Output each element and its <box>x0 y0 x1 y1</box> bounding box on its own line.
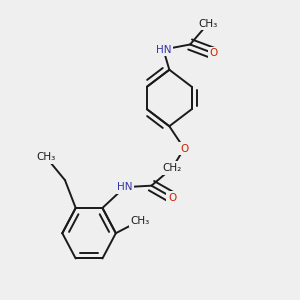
Text: CH₃: CH₃ <box>37 152 56 162</box>
Text: CH₃: CH₃ <box>130 216 149 226</box>
Text: O: O <box>168 193 176 202</box>
Text: O: O <box>180 143 188 154</box>
Text: CH₂: CH₂ <box>163 163 182 173</box>
Text: CH₃: CH₃ <box>198 19 218 29</box>
Text: O: O <box>210 48 218 59</box>
Text: HN: HN <box>156 44 171 55</box>
Text: HN: HN <box>117 182 133 192</box>
